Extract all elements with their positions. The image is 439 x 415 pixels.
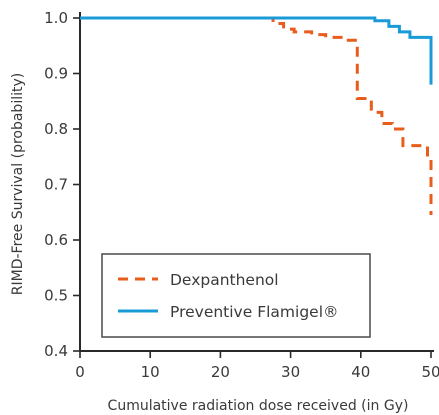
series-layer	[80, 16, 433, 216]
x-tick-label: 50	[421, 363, 439, 381]
series-line-flamigel	[80, 16, 433, 85]
x-axis-ticks: 0 10 20 30 40 50	[75, 351, 439, 381]
x-tick-label: 20	[211, 363, 230, 381]
y-axis-ticks: 0.4 0.5 0.6 0.7 0.8 0.9 1.0	[44, 9, 80, 360]
y-axis-title: RIMD-Free Survival (probability)	[10, 73, 26, 295]
y-tick-label: 0.4	[44, 342, 68, 360]
y-tick-label: 0.7	[44, 176, 68, 194]
x-tick-label: 30	[281, 363, 300, 381]
series-line-dexpanthenol	[80, 16, 433, 216]
legend-label-flamigel: Preventive Flamigel®	[170, 303, 339, 321]
y-tick-label: 1.0	[44, 9, 68, 27]
legend: Dexpanthenol Preventive Flamigel®	[101, 253, 371, 338]
y-tick-label: 0.6	[44, 231, 68, 249]
y-tick-label: 0.8	[44, 120, 68, 138]
legend-box	[101, 253, 371, 338]
y-tick-label: 0.9	[44, 65, 68, 83]
x-tick-label: 40	[351, 363, 370, 381]
x-tick-label: 10	[141, 363, 160, 381]
x-axis-title: Cumulative radiation dose received (in G…	[108, 398, 409, 414]
x-tick-label: 0	[75, 363, 85, 381]
legend-label-dexpanthenol: Dexpanthenol	[170, 271, 279, 289]
y-tick-label: 0.5	[44, 287, 68, 305]
